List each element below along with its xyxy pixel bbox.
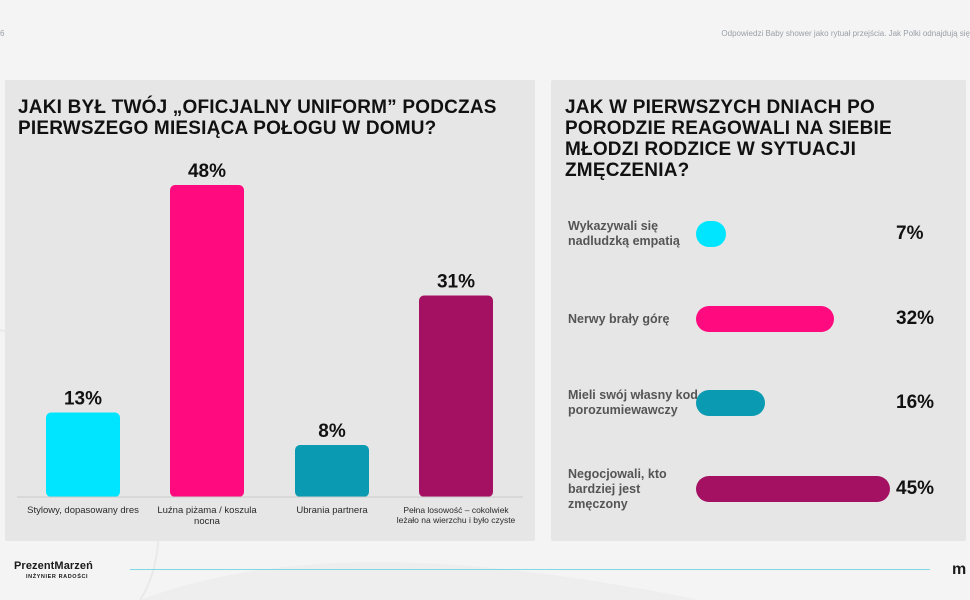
reaction-label-2: Nerwy brały górę xyxy=(568,311,670,326)
page-number: 6 xyxy=(0,29,5,38)
reaction-chart-title: JAK W PIERWSZYCH DNIACH PO PORODZIE REAG… xyxy=(565,97,892,181)
reaction-value-1: 7% xyxy=(896,223,924,244)
bar-4 xyxy=(419,295,493,497)
bar-3 xyxy=(295,445,369,497)
reaction-label-4: Negocjowali, kto bardziej jest zmęczony xyxy=(568,466,667,511)
logo-name: PrezentMarzeń xyxy=(14,560,93,572)
uniform-chart-title: JAKI BYŁ TWÓJ „OFICJALNY UNIFORM” PODCZA… xyxy=(18,97,497,139)
logo-tagline: INŻYNIER RADOŚCI xyxy=(26,574,89,580)
reaction-bar-4 xyxy=(696,476,890,502)
bar-2 xyxy=(170,185,244,497)
reaction-bar-1 xyxy=(696,221,727,247)
category-label-1: Stylowy, dopasowany dres xyxy=(27,505,139,516)
bar-value-label-4: 31% xyxy=(437,272,475,293)
reaction-value-2: 32% xyxy=(896,308,935,329)
bar-value-label-2: 48% xyxy=(188,161,226,182)
reaction-value-4: 45% xyxy=(896,478,935,499)
category-label-3: Ubrania partnera xyxy=(296,505,368,516)
reaction-label-1: Wykazywali się nadludzką empatią xyxy=(568,219,680,248)
brand-mark-icon: m xyxy=(952,561,967,578)
bar-1 xyxy=(46,412,120,497)
reaction-value-3: 16% xyxy=(896,392,935,413)
company-logo: PrezentMarzeń INŻYNIER RADOŚCI xyxy=(14,560,93,580)
bar-value-label-1: 13% xyxy=(64,389,102,410)
footer-divider xyxy=(130,569,930,570)
uniform-bar-chart: 13% 48% 8% 31% xyxy=(17,161,523,498)
bar-value-label-3: 8% xyxy=(318,421,346,442)
uniform-chart-panel: JAKI BYŁ TWÓJ „OFICJALNY UNIFORM” PODCZA… xyxy=(5,80,535,541)
reaction-chart-panel: JAK W PIERWSZYCH DNIACH PO PORODZIE REAG… xyxy=(551,80,966,541)
running-header: Odpowiedzi Baby shower jako rytuał przej… xyxy=(721,29,970,38)
category-label-4: Pełna losowość – cokolwiek leżało na wie… xyxy=(396,505,516,525)
reaction-label-3: Mieli swój własny kod porozumiewawczy xyxy=(568,388,698,417)
reaction-bar-3 xyxy=(696,390,765,416)
category-label-2: Luźna piżama / koszula nocna xyxy=(157,505,257,527)
reaction-bar-2 xyxy=(696,306,834,332)
